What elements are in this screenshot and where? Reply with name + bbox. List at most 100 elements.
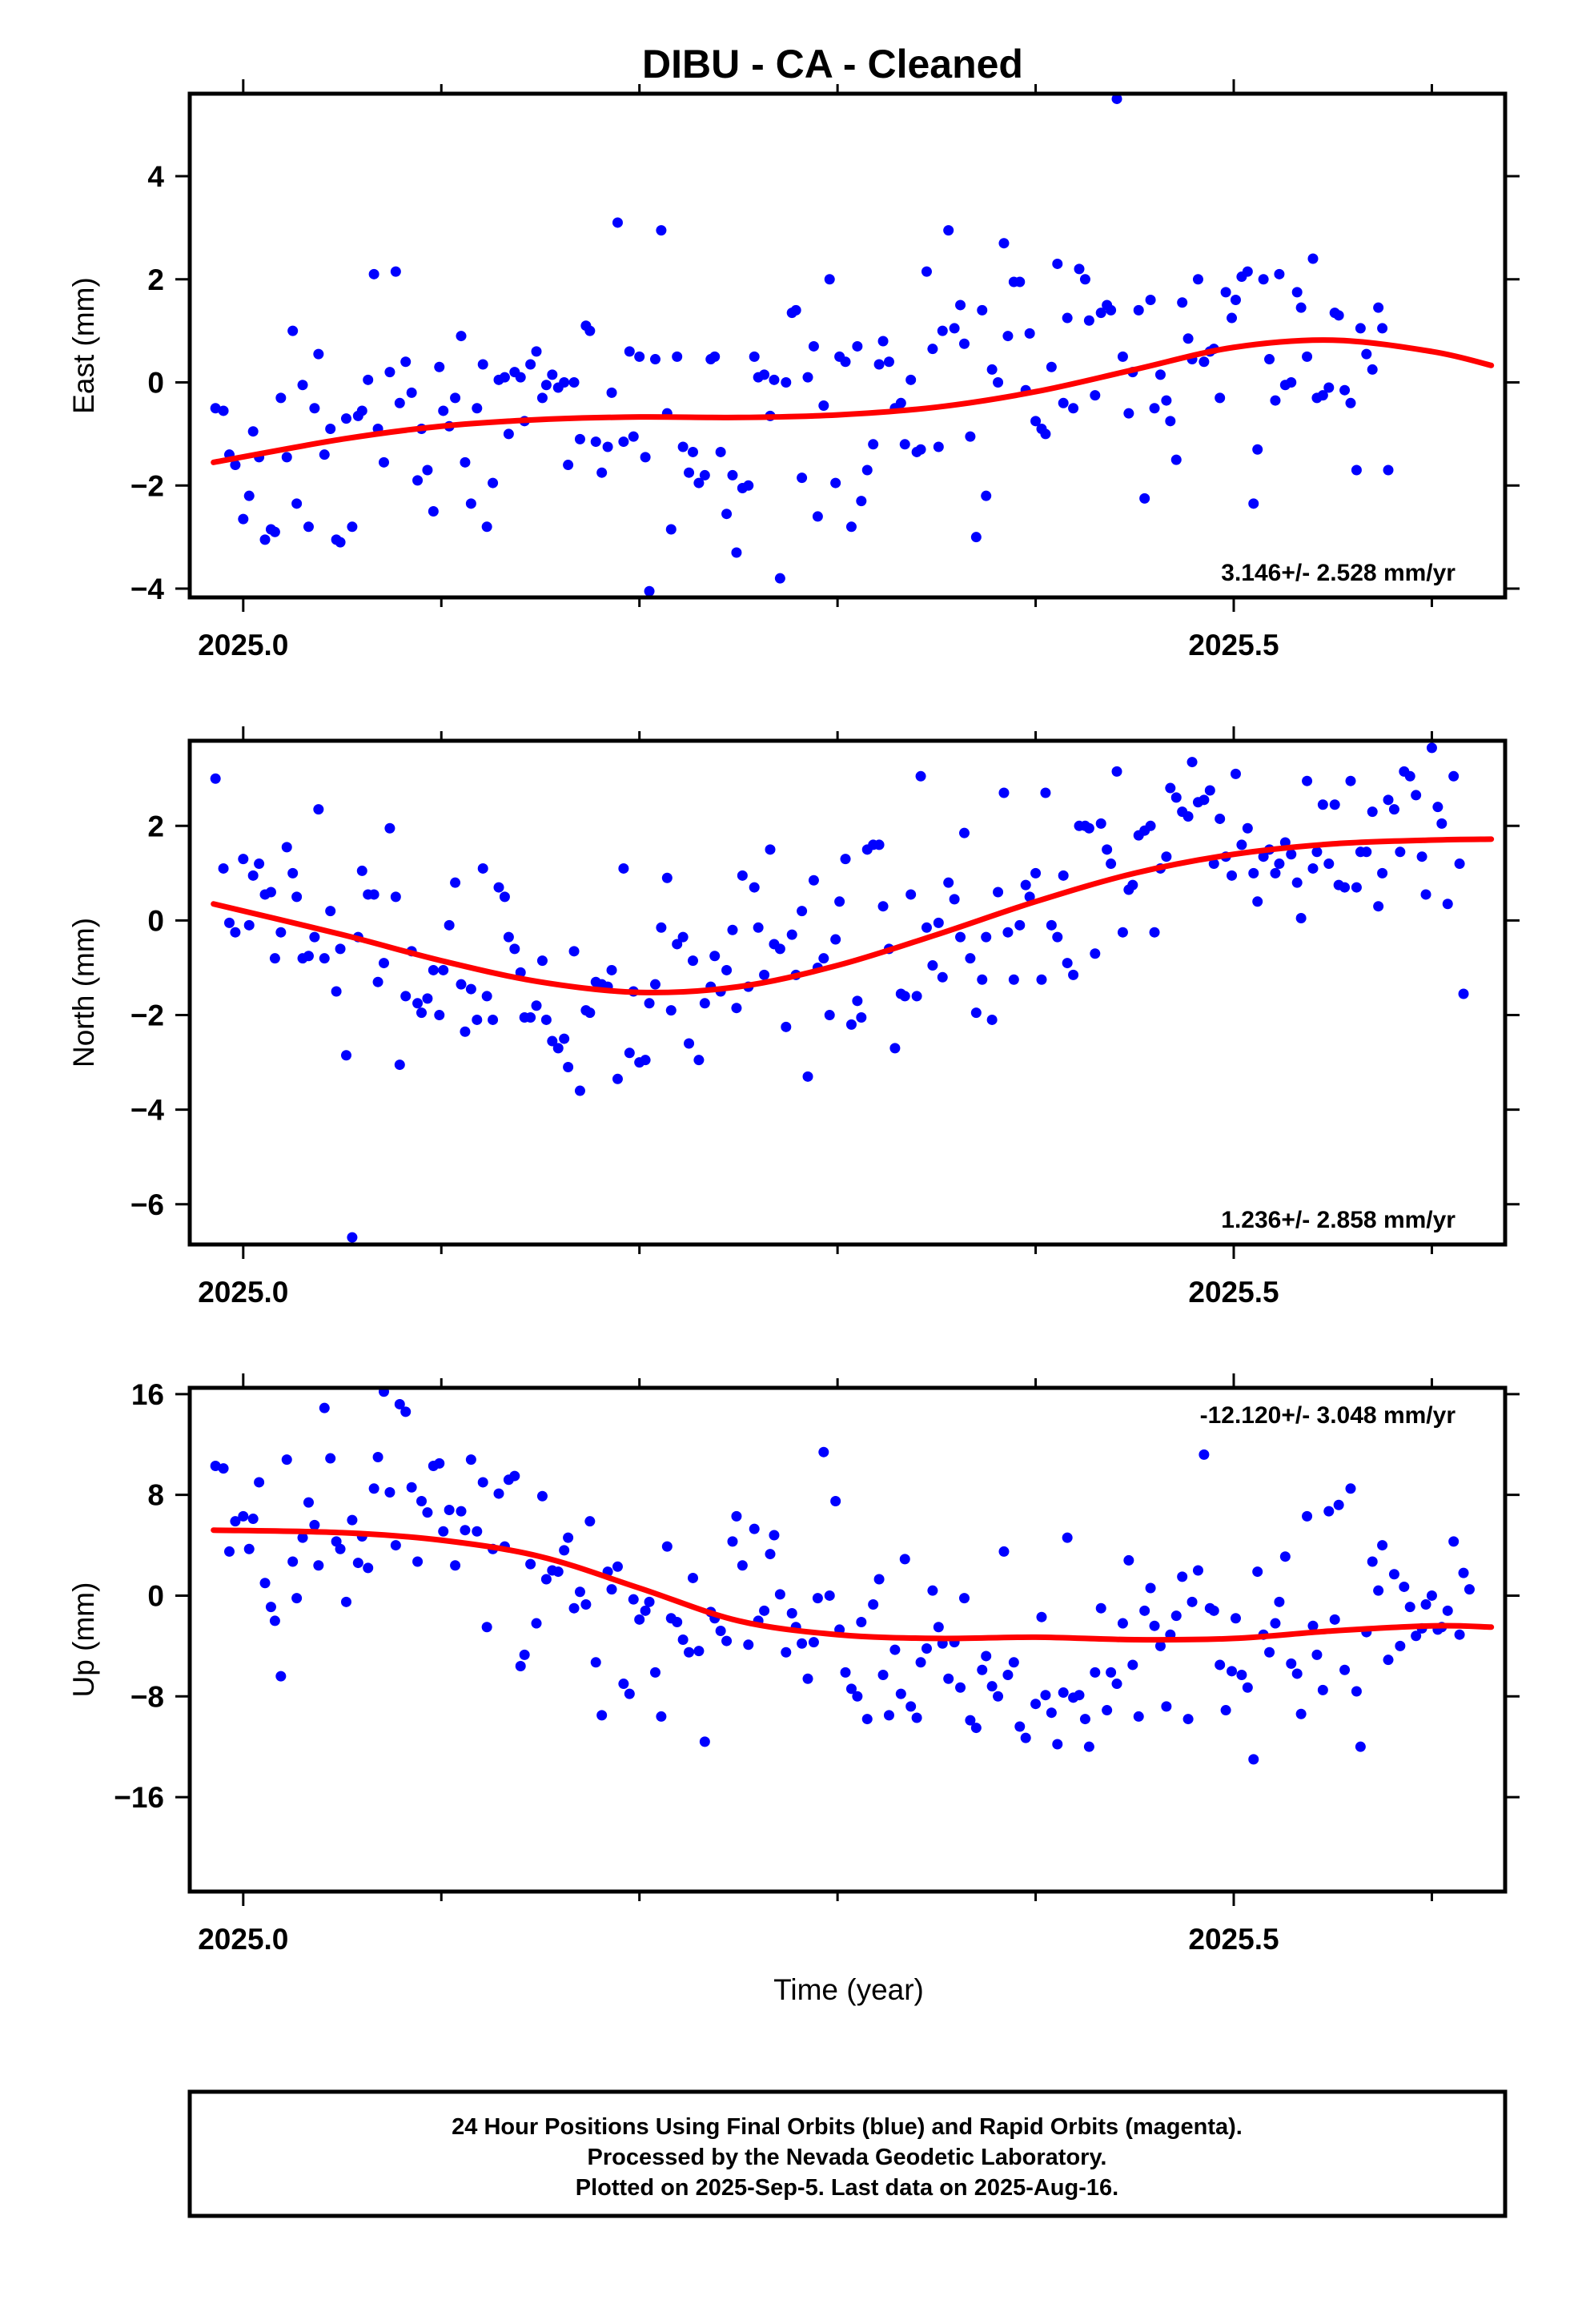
data-point (905, 889, 917, 900)
data-point (1068, 403, 1079, 414)
data-point (394, 1059, 405, 1071)
data-point (830, 1496, 841, 1507)
data-point (1199, 794, 1210, 806)
data-point (536, 392, 548, 404)
north-y-tick-label: −2 (130, 999, 164, 1032)
data-point (1377, 323, 1388, 334)
data-point (230, 460, 241, 471)
data-point (749, 1523, 760, 1534)
data-point (1106, 858, 1117, 870)
data-point (877, 336, 889, 347)
data-point (438, 1526, 449, 1537)
data-point (684, 1038, 695, 1049)
data-point (840, 854, 851, 865)
data-point (456, 979, 467, 990)
data-point (824, 1010, 835, 1021)
data-point (921, 1643, 932, 1655)
data-point (644, 998, 655, 1009)
data-point (372, 1451, 383, 1462)
data-point (628, 431, 639, 442)
data-point (1208, 1605, 1219, 1616)
data-point (1177, 297, 1188, 308)
data-point (531, 346, 542, 357)
data-point (993, 377, 1004, 388)
data-point (1404, 1602, 1415, 1613)
data-point (456, 1506, 467, 1517)
data-point (547, 1035, 558, 1047)
east-y-tick-label: 4 (147, 160, 164, 193)
data-point (1182, 810, 1194, 822)
data-point (840, 1667, 851, 1678)
data-point (693, 1055, 705, 1066)
data-point (1145, 295, 1156, 306)
data-point (986, 1681, 998, 1692)
data-point (715, 1625, 726, 1636)
data-point (899, 991, 910, 1002)
data-point (1411, 790, 1422, 801)
data-point (1040, 787, 1051, 798)
data-point (1420, 1598, 1431, 1610)
data-point (661, 1541, 673, 1552)
data-point (1345, 775, 1356, 786)
data-point (797, 906, 808, 917)
data-point (981, 931, 992, 943)
up-x-tick-label: 2025.5 (1188, 1923, 1279, 1956)
data-point (949, 323, 960, 334)
data-point (877, 901, 889, 912)
data-point (1025, 1892, 1035, 1903)
data-point (656, 1711, 667, 1722)
data-point (1426, 1590, 1437, 1601)
data-point (1127, 1659, 1138, 1671)
data-point (970, 532, 982, 543)
data-point (1339, 882, 1351, 893)
data-point (759, 1605, 770, 1616)
data-point (731, 547, 742, 558)
data-point (640, 452, 651, 463)
data-point (977, 304, 988, 316)
data-point (873, 839, 885, 850)
data-point (786, 1607, 797, 1618)
data-point (1307, 1620, 1319, 1631)
data-point (1074, 1690, 1085, 1701)
north-y-tick-label: 0 (147, 904, 164, 937)
data-point (1242, 1682, 1253, 1693)
data-point (372, 976, 383, 987)
data-point (1052, 1739, 1063, 1750)
data-point (230, 1516, 241, 1527)
data-point (1165, 416, 1176, 427)
data-point (1454, 1629, 1465, 1640)
data-point (1458, 1567, 1469, 1578)
data-point (563, 460, 574, 471)
data-point (955, 931, 966, 943)
data-point (325, 423, 336, 434)
data-point (481, 521, 492, 533)
data-point (477, 1477, 488, 1488)
data-point (830, 477, 841, 489)
data-point (808, 1637, 819, 1648)
data-point (297, 380, 308, 391)
data-point (584, 325, 596, 336)
data-point (1383, 794, 1394, 806)
data-point (309, 1519, 320, 1530)
data-point (1058, 1687, 1069, 1699)
data-point (852, 340, 863, 352)
data-point (303, 521, 314, 533)
data-point (303, 951, 314, 962)
data-point (840, 356, 851, 368)
data-point (721, 1635, 733, 1647)
data-point (958, 338, 970, 349)
data-point (1230, 1613, 1241, 1624)
data-point (596, 1710, 608, 1721)
data-point (1014, 1721, 1026, 1732)
data-point (624, 1047, 635, 1059)
data-point (1046, 361, 1057, 372)
data-point (515, 1661, 526, 1672)
data-point (1258, 851, 1269, 862)
data-point (684, 1647, 695, 1658)
data-point (1083, 315, 1094, 326)
data-point (536, 1490, 548, 1502)
data-point (472, 403, 483, 414)
data-point (1117, 927, 1128, 938)
data-point (1139, 493, 1150, 504)
data-point (943, 225, 954, 236)
